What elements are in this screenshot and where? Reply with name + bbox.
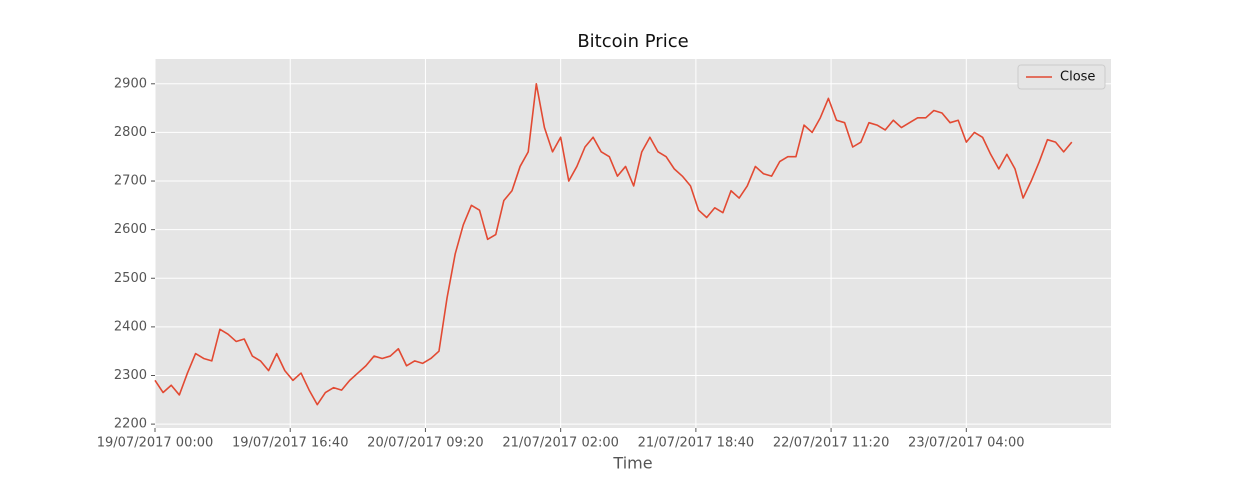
plot-area bbox=[155, 59, 1111, 428]
chart-title: Bitcoin Price bbox=[577, 31, 688, 52]
y-tick-label: 2500 bbox=[114, 271, 147, 286]
y-tick-label: 2800 bbox=[114, 125, 147, 140]
x-tick-label: 21/07/2017 02:00 bbox=[502, 436, 619, 451]
marks bbox=[154, 82, 1073, 406]
x-tick-label: 23/07/2017 04:00 bbox=[908, 436, 1025, 451]
x-tick-label: 19/07/2017 16:40 bbox=[232, 436, 349, 451]
y-tick-label: 2200 bbox=[114, 417, 147, 432]
grid bbox=[154, 59, 1111, 428]
x-tick-label: 21/07/2017 18:40 bbox=[638, 436, 755, 451]
y-tick-label: 2700 bbox=[114, 174, 147, 189]
y-tick-label: 2300 bbox=[114, 368, 147, 383]
x-tick-label: 22/07/2017 11:20 bbox=[773, 436, 890, 451]
price-line bbox=[154, 82, 1073, 406]
y-tick-label: 2600 bbox=[114, 222, 147, 237]
x-tick-label: 19/07/2017 00:00 bbox=[97, 436, 214, 451]
x-tick-label: 20/07/2017 09:20 bbox=[367, 436, 484, 451]
legend-label: Close bbox=[1060, 70, 1095, 85]
y-tick-label: 2400 bbox=[114, 319, 147, 334]
y-tick-label: 2900 bbox=[114, 76, 147, 91]
x-axis-label: Time bbox=[612, 454, 652, 473]
legend-box bbox=[1017, 64, 1106, 90]
